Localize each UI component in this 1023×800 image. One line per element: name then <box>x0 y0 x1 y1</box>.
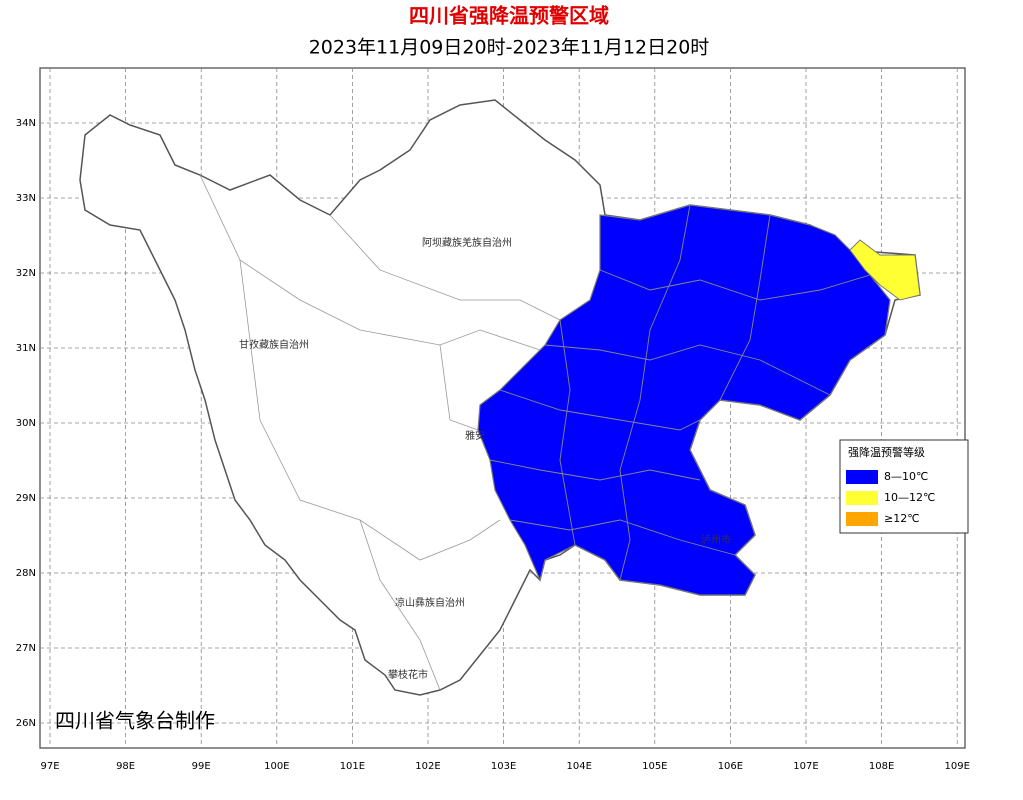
lon-tick-label: 106E <box>718 761 743 772</box>
lat-tick-label: 34N <box>16 118 36 129</box>
lat-tick-label: 33N <box>16 193 36 204</box>
lon-tick-label: 101E <box>340 761 365 772</box>
lon-tick-label: 109E <box>944 761 969 772</box>
region-label: 攀枝花市 <box>388 668 428 681</box>
lon-tick-label: 103E <box>491 761 516 772</box>
lat-tick-label: 29N <box>16 493 36 504</box>
lat-tick-label: 26N <box>16 718 36 729</box>
legend-label: ≥12℃ <box>884 512 920 525</box>
region-label: 阿坝藏族羌族自治州 <box>422 236 512 249</box>
lat-tick-label: 27N <box>16 643 36 654</box>
legend: 强降温预警等级 8—10℃ 10—12℃ ≥12℃ <box>839 439 969 534</box>
lon-tick-label: 102E <box>415 761 440 772</box>
legend-swatch <box>846 491 878 505</box>
legend-label: 8—10℃ <box>884 470 928 483</box>
lon-tick-label: 104E <box>566 761 591 772</box>
lon-tick-label: 99E <box>192 761 211 772</box>
lat-tick-label: 31N <box>16 343 36 354</box>
lat-tick-label: 32N <box>16 268 36 279</box>
subtitle: 2023年11月09日20时-2023年11月12日20时 <box>309 37 710 59</box>
legend-title: 强降温预警等级 <box>848 445 925 459</box>
warning-area-yellow <box>849 239 921 301</box>
lon-tick-label: 98E <box>116 761 135 772</box>
prefecture-borders <box>199 174 561 691</box>
lon-tick-label: 105E <box>642 761 667 772</box>
lon-tick-label: 100E <box>264 761 289 772</box>
region-label: 雅安 <box>465 429 485 442</box>
legend-items: 8—10℃ 10—12℃ ≥12℃ <box>846 470 935 526</box>
credit: 四川省气象台制作 <box>55 709 215 733</box>
legend-swatch <box>846 512 878 526</box>
lat-tick-label: 28N <box>16 568 36 579</box>
map-frame <box>39 67 966 749</box>
region-label: 泸州市 <box>701 533 731 546</box>
lat-tick-label: 30N <box>16 418 36 429</box>
region-label: 凉山彝族自治州 <box>395 596 465 609</box>
title: 四川省强降温预警区域 <box>409 4 609 28</box>
region-label: 甘孜藏族自治州 <box>239 338 309 351</box>
legend-swatch <box>846 470 878 484</box>
county-borders <box>489 204 871 581</box>
lon-tick-label: 108E <box>869 761 894 772</box>
legend-label: 10—12℃ <box>884 491 935 504</box>
lon-tick-label: 97E <box>40 761 59 772</box>
lon-tick-label: 107E <box>793 761 818 772</box>
